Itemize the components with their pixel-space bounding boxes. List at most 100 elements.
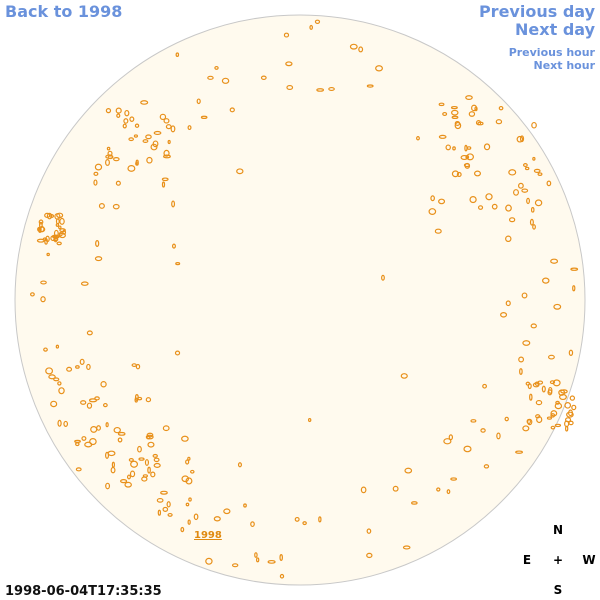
contour [181, 435, 189, 442]
contour [95, 239, 100, 248]
contour [535, 414, 541, 419]
contour [100, 381, 107, 388]
next-hour-link[interactable]: Next hour [534, 59, 596, 72]
contour [516, 135, 524, 143]
contour [146, 156, 153, 164]
next-day-link[interactable]: Next day [515, 20, 596, 39]
contour [161, 177, 169, 182]
contour [55, 223, 60, 227]
contour [167, 512, 173, 517]
contour [145, 397, 152, 403]
contour [44, 212, 51, 218]
contour [559, 393, 567, 401]
contour [93, 179, 98, 186]
contour [162, 506, 169, 513]
contour [285, 61, 293, 67]
contour [450, 105, 458, 110]
contour [375, 65, 383, 72]
contour [546, 416, 553, 420]
contour [74, 439, 81, 444]
contour [522, 340, 531, 346]
previous-day-link[interactable]: Previous day [479, 2, 596, 21]
contour [30, 292, 35, 297]
contour [468, 111, 476, 117]
contour [452, 146, 456, 151]
disk-label-link[interactable]: 1998 [194, 530, 222, 541]
contour [205, 557, 213, 565]
contour [508, 169, 517, 176]
contour [80, 400, 87, 405]
contour [463, 445, 472, 453]
contour [153, 462, 161, 468]
contour [110, 466, 116, 474]
contour [167, 139, 171, 145]
back-link[interactable]: Back to 1998 [5, 2, 122, 21]
contour [159, 113, 167, 121]
contour [156, 497, 164, 503]
contour [283, 32, 290, 38]
contour [113, 157, 120, 162]
contour [134, 123, 140, 128]
contour [53, 377, 60, 382]
contour [471, 104, 478, 112]
contour [518, 356, 525, 363]
contour [105, 108, 112, 114]
contour [94, 256, 103, 262]
contour [117, 437, 123, 443]
contour [214, 65, 219, 70]
contour [66, 366, 73, 372]
contour [86, 402, 93, 409]
contour [438, 102, 445, 107]
contour [529, 393, 533, 401]
contour [550, 413, 556, 418]
contour [200, 115, 208, 120]
contour [129, 470, 136, 478]
compass-east: E [523, 553, 531, 567]
contour [541, 385, 546, 393]
contour [530, 207, 535, 213]
contour [546, 180, 552, 187]
contour [59, 217, 65, 225]
contour [94, 396, 100, 401]
contour [223, 508, 231, 515]
contour [485, 193, 493, 201]
contour [465, 95, 473, 100]
contour [185, 459, 190, 465]
contour [445, 144, 451, 151]
contour [181, 475, 190, 483]
contour [161, 181, 166, 188]
previous-hour-link[interactable]: Previous hour [509, 46, 596, 59]
contour [133, 134, 139, 138]
contour [55, 344, 60, 349]
contour [416, 135, 420, 141]
contour [519, 368, 523, 375]
contour [229, 107, 235, 113]
contour [45, 367, 54, 375]
contour [75, 467, 82, 472]
contour [50, 235, 56, 242]
contour [526, 418, 531, 425]
contour [93, 171, 99, 176]
contour [307, 417, 312, 423]
contour [50, 400, 58, 408]
contour [428, 208, 437, 216]
contour [45, 235, 50, 243]
contour [260, 75, 267, 81]
contour [196, 98, 201, 105]
contour [566, 411, 574, 418]
contour [193, 513, 199, 521]
contour [530, 323, 537, 329]
contour [243, 503, 247, 508]
contour [454, 121, 462, 130]
contour [128, 137, 134, 142]
contour [411, 501, 418, 505]
contour [152, 453, 158, 458]
contour [171, 200, 176, 208]
contour [442, 111, 448, 117]
contour [560, 389, 568, 394]
contour [58, 231, 63, 237]
contour [137, 445, 142, 453]
timestamp: 1998-06-04T17:35:35 [5, 584, 162, 599]
contour [147, 466, 151, 474]
contour [550, 425, 556, 430]
